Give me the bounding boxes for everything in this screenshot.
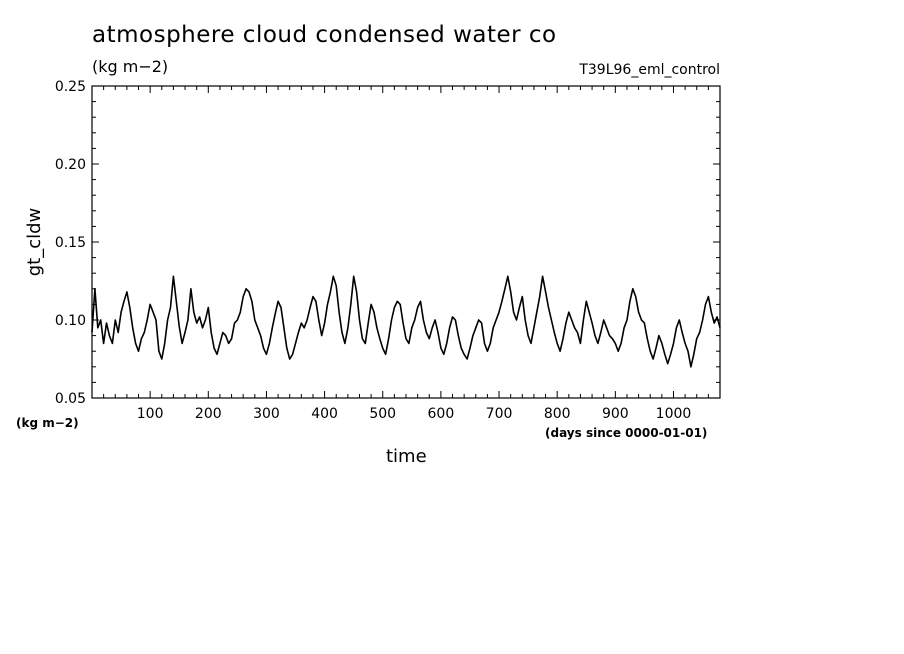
y-tick-label: 0.15 [55, 235, 86, 251]
x-tick-label: 500 [369, 406, 396, 422]
y-tick-label: 0.20 [55, 157, 86, 173]
x-tick-label: 700 [486, 406, 513, 422]
y-tick-label: 0.05 [55, 391, 86, 407]
y-axis-label: gt_cldw [24, 208, 45, 277]
axis-ticks [92, 86, 720, 398]
plot-frame [91, 85, 721, 399]
y-tick-label: 0.25 [55, 79, 86, 95]
x-tick-label: 900 [602, 406, 629, 422]
series-line [91, 275, 721, 368]
x-tick-label: 200 [195, 406, 222, 422]
x-tick-label: 800 [544, 406, 571, 422]
y-tick-label: 0.10 [55, 313, 86, 329]
x-tick-label: 400 [311, 406, 338, 422]
tick-labels: 100 200 300 400 500 600 700 800 900 1000 0.05 0.10 0… [55, 79, 691, 422]
x-axis-unit: (days since 0000-01-01) [545, 426, 708, 440]
x-tick-label: 600 [428, 406, 455, 422]
x-tick-label: 300 [253, 406, 280, 422]
x-axis-label: time [386, 446, 427, 467]
x-tick-label: 1000 [656, 406, 692, 422]
chart-units: (kg m−2) [92, 57, 169, 76]
y-axis-unit: (kg m−2) [16, 416, 79, 430]
data-series [91, 275, 721, 368]
experiment-label: T39L96_eml_control [579, 62, 720, 78]
x-tick-label: 100 [137, 406, 164, 422]
chart-title: atmosphere cloud condensed water co [92, 22, 557, 48]
